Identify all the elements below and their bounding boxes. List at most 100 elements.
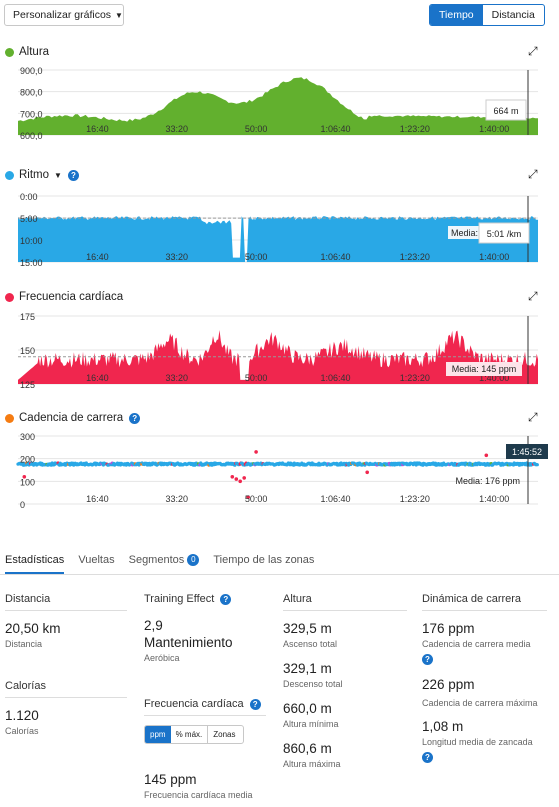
cadence-point bbox=[254, 450, 258, 454]
alt-min-value: 660,0 m bbox=[283, 701, 332, 716]
altitude-legend-dot bbox=[5, 47, 14, 57]
cadence-help-icon[interactable]: ? bbox=[129, 412, 141, 424]
alt-ascent-label: Ascenso total bbox=[283, 639, 338, 649]
cadence-point bbox=[238, 479, 242, 484]
pace-help-icon[interactable]: ? bbox=[67, 169, 79, 181]
training-value: 2,9 bbox=[144, 618, 163, 633]
cadence-chart-title: Cadencia de carrera ? bbox=[5, 412, 141, 424]
pace-area bbox=[18, 216, 538, 262]
y-tick-label: 200 bbox=[20, 455, 35, 465]
customize-charts-button[interactable]: Personalizar gráficos ▼ bbox=[4, 4, 124, 26]
distance-value: 20,50 km bbox=[5, 621, 61, 636]
customize-charts-label: Personalizar gráficos bbox=[13, 9, 112, 21]
heart-rate-chart[interactable]: 175 150 125 16:40 33:20 50:00 1:06:40 1:23:20 1:… bbox=[0, 308, 559, 388]
pace-avg-box bbox=[448, 226, 480, 239]
cadence-point bbox=[365, 470, 370, 475]
altitude-chart[interactable]: 900,0 800,0 700,0 600,0 16:40 33:20 50:00 1:06:… bbox=[0, 64, 559, 140]
x-tick-label: 1:23:20 bbox=[400, 252, 430, 262]
pace-avg-label: Media: bbox=[451, 228, 478, 238]
mode-distance-button[interactable]: Distancia bbox=[491, 9, 535, 21]
hr-help-icon[interactable]: ? bbox=[249, 698, 261, 710]
training-header: Training Effect? bbox=[144, 593, 266, 610]
stats-altitude: Altura 329,5 m Ascenso total 329,1 m Des… bbox=[283, 593, 407, 769]
segments-count-badge: 0 bbox=[187, 554, 200, 567]
mode-time-button[interactable]: Tiempo bbox=[430, 5, 483, 25]
hr-unit-percent-max[interactable]: % máx. bbox=[171, 726, 209, 743]
x-tick-label: 50:00 bbox=[245, 124, 268, 134]
calories-value: 1.120 bbox=[5, 708, 39, 723]
cadence-point bbox=[242, 476, 246, 480]
expand-hr-icon[interactable]: ⤢ bbox=[528, 289, 538, 303]
cadence-point bbox=[484, 453, 489, 458]
y-tick-label: 600,0 bbox=[20, 131, 43, 140]
tab-statistics[interactable]: Estadísticas bbox=[5, 548, 65, 574]
pace-legend-dot bbox=[5, 170, 14, 180]
cadence-chart[interactable]: 300 200 100 0 16:40 33:20 50:00 1:06:40 1:23:20 1… bbox=[0, 430, 559, 512]
cadence-point bbox=[535, 463, 539, 467]
y-tick-label: 100 bbox=[20, 477, 35, 487]
x-tick-label: 16:40 bbox=[86, 252, 109, 262]
y-tick-label: 10:00 bbox=[20, 236, 43, 246]
distance-header: Distancia bbox=[5, 593, 127, 611]
training-help-icon[interactable]: ? bbox=[220, 593, 232, 605]
stride-label: Longitud media de zancada bbox=[422, 737, 533, 747]
stride-help-icon[interactable]: ? bbox=[422, 752, 433, 763]
stats-heart-rate: Frecuencia cardíaca? ppm % máx. Zonas 14… bbox=[144, 698, 266, 800]
stats-calories: Calorías 1.120 Calorías bbox=[5, 680, 127, 736]
hr-avg-box bbox=[446, 362, 522, 376]
cadence-cursor-box bbox=[506, 444, 548, 459]
cad-avg-help-icon[interactable]: ? bbox=[422, 654, 433, 665]
cadence-point bbox=[246, 495, 250, 499]
altitude-area bbox=[18, 77, 538, 135]
x-tick-label: 33:20 bbox=[165, 124, 188, 134]
pace-dropdown-icon[interactable]: ▼ bbox=[54, 170, 62, 180]
cadence-point bbox=[22, 475, 27, 479]
hr-unit-zones[interactable]: Zonas bbox=[213, 730, 236, 739]
x-tick-label: 1:06:40 bbox=[320, 252, 350, 262]
cadence-point bbox=[234, 477, 239, 481]
hr-avg-label: Media: 145 ppm bbox=[452, 364, 517, 374]
cadence-legend-dot bbox=[5, 413, 14, 423]
hr-avg-value: 145 ppm bbox=[144, 772, 197, 787]
tab-zones-time[interactable]: Tiempo de las zonas bbox=[213, 554, 315, 566]
tab-laps[interactable]: Vueltas bbox=[78, 554, 115, 566]
pace-chart[interactable]: 0:00 5:00 10:00 15:00 16:40 33:20 50:00 1:06:40… bbox=[0, 188, 559, 266]
cad-avg-value: 176 ppm bbox=[422, 621, 475, 636]
alt-descent-value: 329,1 m bbox=[283, 661, 332, 676]
hr-header: Frecuencia cardíaca? bbox=[144, 698, 266, 716]
expand-cadence-icon[interactable]: ⤢ bbox=[528, 410, 538, 424]
x-tick-label: 16:40 bbox=[86, 373, 109, 383]
hr-legend-dot bbox=[5, 292, 14, 302]
axis-mode-toggle[interactable]: Tiempo Distancia bbox=[429, 4, 545, 26]
pace-tooltip-text: 5:01 /km bbox=[487, 229, 522, 239]
x-tick-label: 16:40 bbox=[86, 124, 109, 134]
calories-header: Calorías bbox=[5, 680, 127, 698]
hr-avg-label: Frecuencia cardíaca media bbox=[144, 790, 253, 800]
expand-altitude-icon[interactable]: ⤢ bbox=[528, 44, 538, 58]
stats-tabbar: Estadísticas Vueltas Segmentos 0 Tiempo … bbox=[0, 548, 559, 575]
cad-avg-label: Cadencia de carrera media bbox=[422, 639, 531, 649]
tab-segments[interactable]: Segmentos 0 bbox=[129, 548, 200, 574]
x-tick-label: 16:40 bbox=[86, 494, 109, 504]
cad-max-value: 226 ppm bbox=[422, 677, 475, 692]
x-tick-label: 50:00 bbox=[245, 494, 268, 504]
pace-tooltip-box bbox=[478, 222, 530, 244]
y-tick-label: 700,0 bbox=[20, 109, 43, 119]
y-tick-label: 0 bbox=[20, 500, 25, 510]
cadence-title-text: Cadencia de carrera bbox=[19, 412, 124, 424]
hr-unit-ppm[interactable]: ppm bbox=[145, 726, 171, 743]
cadence-point bbox=[230, 475, 235, 479]
y-tick-label: 125 bbox=[20, 380, 35, 388]
x-tick-label: 1:23:20 bbox=[400, 124, 430, 134]
hr-unit-toggle[interactable]: ppm % máx. Zonas bbox=[144, 725, 244, 744]
altitude-title-text: Altura bbox=[19, 46, 50, 58]
y-tick-label: 15:00 bbox=[20, 258, 43, 266]
expand-pace-icon[interactable]: ⤢ bbox=[528, 167, 538, 181]
alt-min-label: Altura mínima bbox=[283, 719, 339, 729]
alt-ascent-value: 329,5 m bbox=[283, 621, 332, 636]
y-tick-label: 800,0 bbox=[20, 88, 43, 98]
y-tick-label: 0:00 bbox=[20, 192, 38, 202]
altitude-stats-header: Altura bbox=[283, 593, 407, 611]
dynamics-header: Dinámica de carrera bbox=[422, 593, 547, 611]
caret-down-icon: ▼ bbox=[115, 10, 123, 20]
